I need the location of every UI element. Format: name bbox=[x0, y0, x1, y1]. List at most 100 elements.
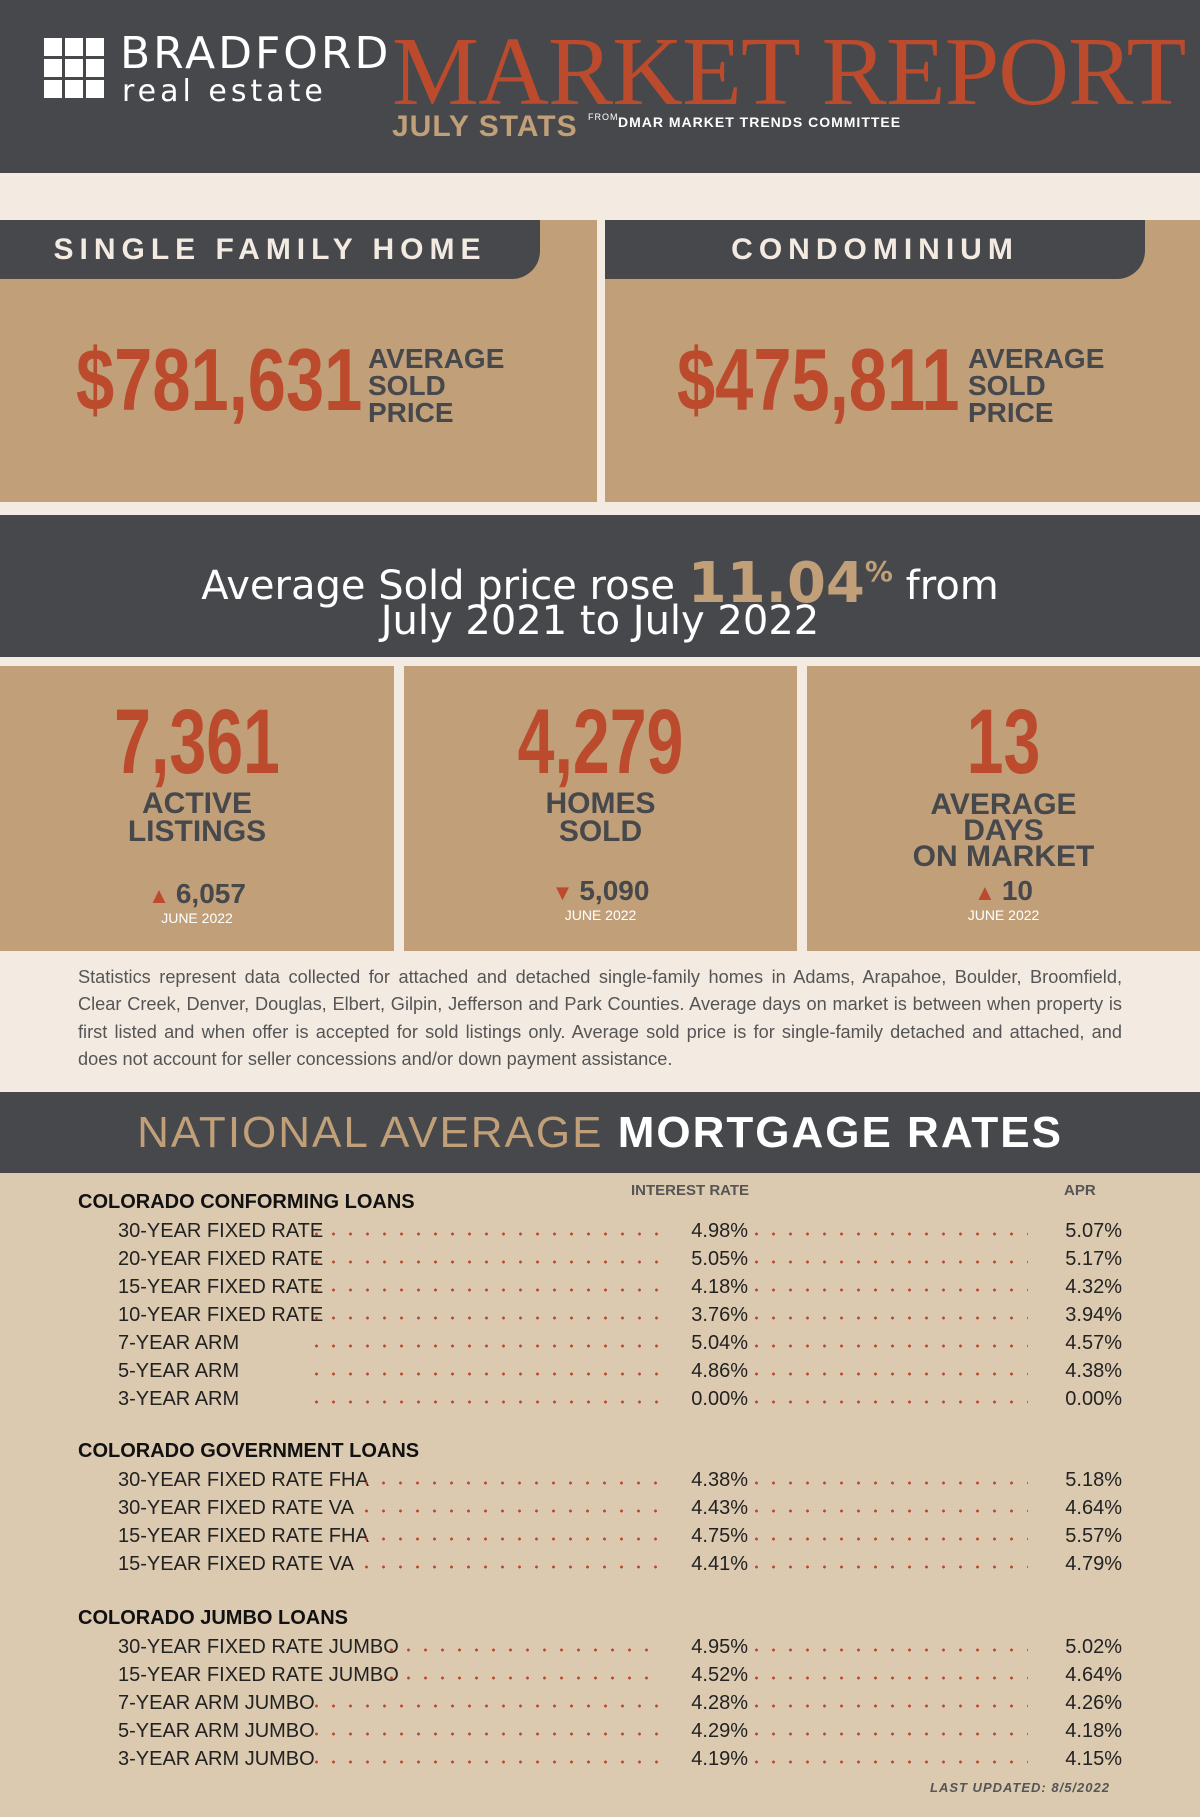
card-tab-title: CONDOMINIUM bbox=[605, 220, 1145, 279]
apr-value: 5.18% bbox=[1065, 1469, 1122, 1491]
brand-name: BRADFORD bbox=[120, 28, 392, 79]
price-rise-percent-sign: % bbox=[864, 555, 893, 588]
average-sold-price-label: AVERAGE SOLD PRICE bbox=[368, 343, 528, 427]
label-line: PRICE bbox=[968, 397, 1054, 428]
rate-row: 3-YEAR ARM 0.00% 0.00% bbox=[118, 1385, 1122, 1413]
rate-name: 15-YEAR FIXED RATE bbox=[118, 1276, 324, 1298]
rate-name: 7-YEAR ARM bbox=[118, 1332, 240, 1354]
mortgage-title: NATIONAL AVERAGE MORTGAGE RATES bbox=[0, 1106, 1200, 1160]
leader-dots bbox=[748, 1732, 1028, 1736]
loan-group-title: COLORADO JUMBO LOANS bbox=[78, 1607, 348, 1629]
label-line: DAYS bbox=[963, 814, 1044, 847]
apr-value: 4.15% bbox=[1065, 1748, 1122, 1770]
interest-rate-value: 4.38% bbox=[691, 1469, 748, 1491]
stat-note: JUNE 2022 bbox=[564, 907, 637, 923]
stat-value: 7,361 bbox=[114, 691, 280, 793]
card-tab-title: SINGLE FAMILY HOME bbox=[0, 220, 540, 279]
stat-value: 4,279 bbox=[517, 691, 684, 793]
leader-dots bbox=[748, 1481, 1028, 1485]
average-sold-price-value: $781,631 bbox=[76, 330, 363, 429]
mortgage-header: NATIONAL AVERAGE MORTGAGE RATES bbox=[0, 1092, 1200, 1173]
apr-value: 4.18% bbox=[1065, 1720, 1122, 1742]
interest-rate-value: 4.19% bbox=[691, 1748, 748, 1770]
stat-label: AVERAGE DAYS ON MARKET bbox=[807, 788, 1200, 873]
leader-dots bbox=[308, 1260, 658, 1264]
rate-name: 15-YEAR FIXED RATE VA bbox=[118, 1553, 354, 1575]
interest-rate-value: 4.18% bbox=[691, 1276, 748, 1298]
interest-rate-value: 4.28% bbox=[691, 1692, 748, 1714]
rate-row: 15-YEAR FIXED RATE 4.18% 4.32% bbox=[118, 1273, 1122, 1301]
rate-name: 15-YEAR FIXED RATE FHA bbox=[118, 1525, 369, 1547]
stat-note: JUNE 2022 bbox=[161, 910, 233, 926]
leader-dots bbox=[308, 1704, 658, 1708]
mortgage-rates-panel bbox=[0, 1173, 1200, 1817]
leader-dots bbox=[748, 1537, 1028, 1541]
leader-dots bbox=[748, 1288, 1028, 1292]
apr-value: 5.02% bbox=[1065, 1636, 1122, 1658]
apr-value: 3.94% bbox=[1065, 1304, 1122, 1326]
leader-dots bbox=[358, 1537, 658, 1541]
leader-dots bbox=[748, 1344, 1028, 1348]
days-on-market-card: 13 AVERAGE DAYS ON MARKET ▲ 10 JUNE 2022 bbox=[807, 666, 1200, 951]
apr-value: 0.00% bbox=[1065, 1388, 1122, 1410]
leader-dots bbox=[358, 1481, 658, 1485]
loan-group-title: COLORADO GOVERNMENT LOANS bbox=[78, 1440, 420, 1462]
report-from-label: FROM bbox=[588, 112, 619, 122]
stat-change: ▲ 6,057 bbox=[0, 879, 394, 911]
leader-dots bbox=[748, 1372, 1028, 1376]
interest-rate-value: 4.98% bbox=[691, 1220, 748, 1242]
leader-dots bbox=[308, 1316, 658, 1320]
stat-change: ▲ 10 bbox=[807, 876, 1200, 908]
loan-group-title: COLORADO CONFORMING LOANS bbox=[78, 1191, 415, 1213]
label-line: AVERAGE bbox=[930, 788, 1077, 821]
rate-name: 3-YEAR ARM JUMBO bbox=[118, 1748, 315, 1770]
homes-sold-card: 4,279 HOMES SOLD ▼ 5,090 JUNE 2022 bbox=[404, 666, 797, 951]
label-line: AVERAGE bbox=[368, 343, 505, 374]
rate-name: 3-YEAR ARM bbox=[118, 1388, 240, 1410]
condominium-card: CONDOMINIUM $475,811 AVERAGE SOLD PRICE bbox=[605, 220, 1200, 502]
rate-row: 7-YEAR ARM JUMBO 4.28% 4.26% bbox=[118, 1689, 1122, 1717]
rate-name: 30-YEAR FIXED RATE FHA bbox=[118, 1469, 369, 1491]
rate-row: 20-YEAR FIXED RATE 5.05% 5.17% bbox=[118, 1245, 1122, 1273]
leader-dots bbox=[308, 1760, 658, 1764]
interest-rate-value: 4.41% bbox=[691, 1553, 748, 1575]
interest-rate-value: 3.76% bbox=[691, 1304, 748, 1326]
price-rise-percent: 11.04 bbox=[687, 551, 865, 616]
rate-name: 15-YEAR FIXED RATE JUMBO bbox=[118, 1664, 399, 1686]
rate-name: 5-YEAR ARM bbox=[118, 1360, 240, 1382]
label-line: LISTINGS bbox=[127, 815, 267, 848]
leader-dots bbox=[308, 1372, 658, 1376]
rate-name: 10-YEAR FIXED RATE bbox=[118, 1304, 324, 1326]
rate-row: 30-YEAR FIXED RATE JUMBO 4.95% 5.02% bbox=[118, 1633, 1122, 1661]
stat-change-value: 6,057 bbox=[175, 878, 246, 909]
bradford-logo-icon bbox=[44, 38, 104, 98]
leader-dots bbox=[358, 1509, 658, 1513]
rate-row: 10-YEAR FIXED RATE 3.76% 3.94% bbox=[118, 1301, 1122, 1329]
stat-label: ACTIVE LISTINGS bbox=[0, 789, 394, 848]
stat-change-value: 5,090 bbox=[579, 875, 650, 906]
apr-value: 4.26% bbox=[1065, 1692, 1122, 1714]
stat-note: JUNE 2022 bbox=[967, 907, 1040, 923]
interest-rate-value: 5.04% bbox=[691, 1332, 748, 1354]
label-line: SOLD bbox=[968, 370, 1046, 401]
leader-dots bbox=[358, 1565, 658, 1569]
report-title: MARKET REPORT bbox=[392, 18, 1186, 126]
label-line: ON MARKET bbox=[912, 840, 1095, 873]
apr-value: 4.38% bbox=[1065, 1360, 1122, 1382]
leader-dots bbox=[748, 1760, 1028, 1764]
apr-value: 4.64% bbox=[1065, 1664, 1122, 1686]
leader-dots bbox=[383, 1676, 658, 1680]
apr-value: 4.32% bbox=[1065, 1276, 1122, 1298]
apr-column-header: APR bbox=[1064, 1182, 1096, 1199]
label-line: HOMES bbox=[545, 787, 656, 820]
price-rise-period: July 2021 to July 2022 bbox=[380, 598, 820, 644]
rate-row: 15-YEAR FIXED RATE JUMBO 4.52% 4.64% bbox=[118, 1661, 1122, 1689]
apr-value: 4.79% bbox=[1065, 1553, 1122, 1575]
rate-row: 15-YEAR FIXED RATE FHA 4.75% 5.57% bbox=[118, 1522, 1122, 1550]
rate-row: 30-YEAR FIXED RATE VA 4.43% 4.64% bbox=[118, 1494, 1122, 1522]
rate-row: 5-YEAR ARM 4.86% 4.38% bbox=[118, 1357, 1122, 1385]
apr-value: 4.57% bbox=[1065, 1332, 1122, 1354]
single-family-card: SINGLE FAMILY HOME $781,631 AVERAGE SOLD… bbox=[0, 220, 597, 502]
interest-rate-value: 4.75% bbox=[691, 1525, 748, 1547]
triangle-down-icon: ▼ bbox=[551, 880, 574, 905]
